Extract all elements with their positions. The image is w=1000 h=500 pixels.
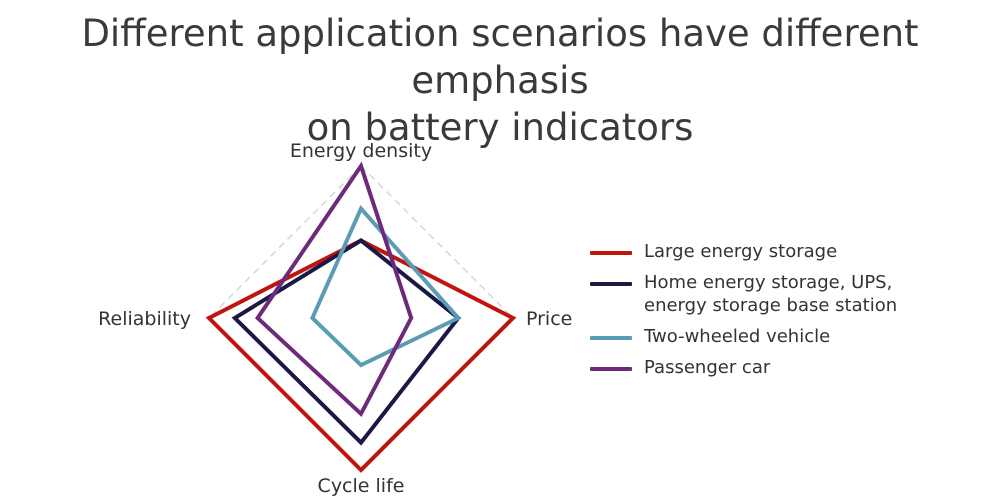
series-polygon-two-wheeled-vehicle [310, 204, 462, 368]
legend-swatch [590, 282, 632, 286]
legend-label: Large energy storage [644, 241, 838, 262]
axis-label-reliability: Reliability [98, 308, 191, 330]
radar-series [205, 161, 517, 473]
legend-label: Two-wheeled vehicle [644, 326, 831, 347]
legend-label: Passenger car [644, 357, 771, 378]
legend-item-large-energy-storage: Large energy storage [590, 240, 990, 263]
axis-label-energy-density: Energy density [290, 140, 432, 162]
chart-legend: Large energy storage Home energy storage… [590, 240, 990, 387]
radar-axis-labels: Energy density Price Cycle life Reliabil… [98, 140, 572, 497]
legend-label: Home energy storage, UPS, energy storage… [644, 272, 898, 316]
legend-swatch [590, 251, 632, 255]
chart-title-line-2: on battery indicators [306, 106, 694, 149]
legend-item-passenger-car: Passenger car [590, 356, 990, 379]
axis-label-cycle-life: Cycle life [318, 475, 405, 497]
series-polygon-large-energy-storage [205, 238, 517, 473]
legend-swatch [590, 336, 632, 340]
legend-item-home-energy-storage: Home energy storage, UPS, energy storage… [590, 271, 990, 317]
chart-title: Different application scenarios have dif… [0, 10, 1000, 151]
chart-title-line-1: Different application scenarios have dif… [81, 12, 919, 102]
axis-label-price: Price [526, 308, 572, 330]
series-polygon-passenger-car [254, 161, 414, 418]
legend-item-two-wheeled-vehicle: Two-wheeled vehicle [590, 325, 990, 348]
legend-swatch [590, 367, 632, 371]
